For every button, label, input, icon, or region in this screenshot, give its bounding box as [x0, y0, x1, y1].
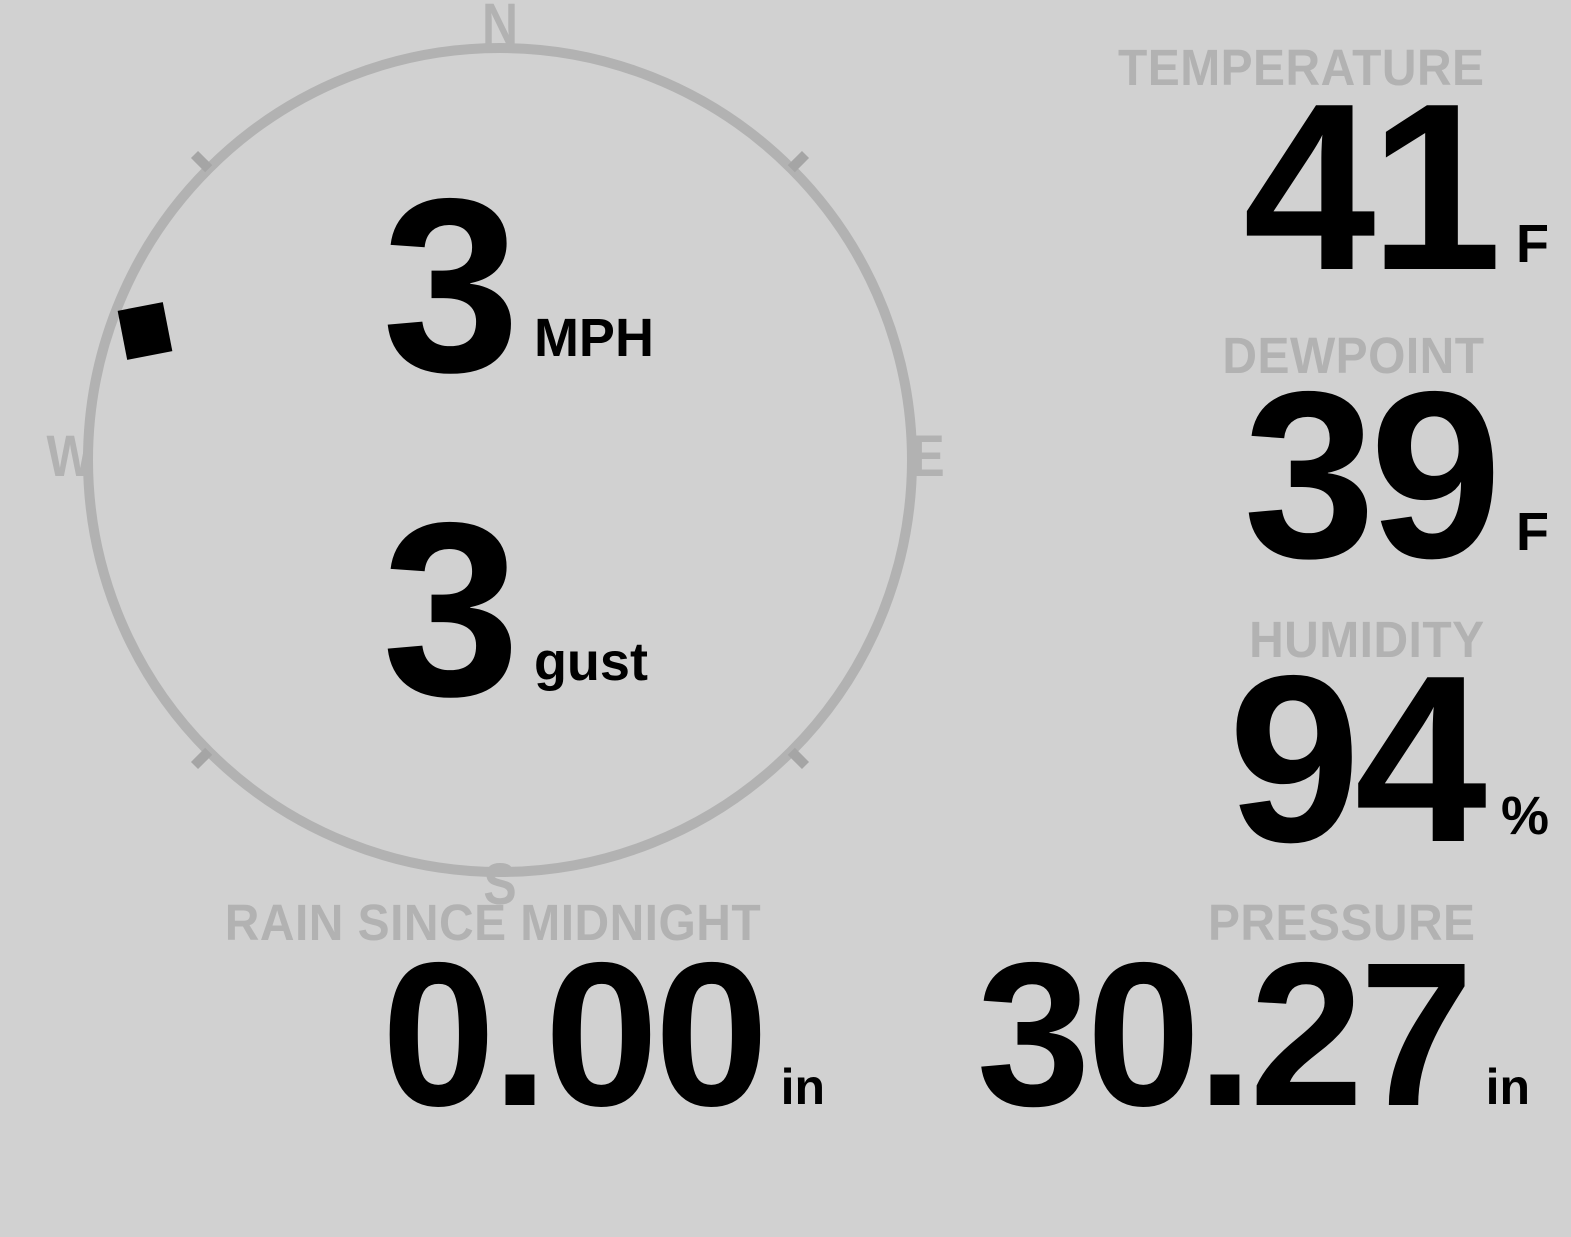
metric-pressure: PRESSURE 30.27 in: [830, 894, 1530, 1149]
metric-dewpoint: DEWPOINT 39 F: [1051, 327, 1571, 608]
wind-gust-value: 3: [382, 470, 520, 748]
metric-humidity-value: 94: [1228, 627, 1487, 892]
metric-rain-since-midnight: RAIN SINCE MIDNIGHT 0.00 in: [165, 894, 825, 1149]
compass-ring: [83, 43, 917, 877]
wind-gust-unit: gust: [533, 631, 648, 692]
compass-tick-se: [787, 747, 810, 770]
compass-tick-sw: [190, 747, 213, 770]
compass-label-east: E: [911, 424, 945, 489]
metric-humidity: HUMIDITY 94 %: [1051, 611, 1571, 892]
bottom-metric-row: RAIN SINCE MIDNIGHT 0.00 in PRESSURE 30.…: [0, 897, 1571, 1237]
metric-temperature-row: 41 F: [1051, 55, 1571, 320]
compass-circle: [83, 43, 917, 877]
metric-humidity-row: 94 %: [1051, 627, 1571, 892]
metric-pressure-row: 30.27 in: [830, 920, 1530, 1149]
metric-temperature-label: TEMPERATURE: [1118, 39, 1485, 96]
compass-ticks: [190, 150, 810, 770]
compass-label-north: N: [481, 0, 519, 57]
wind-speed-value: 3: [382, 146, 520, 424]
metric-rain-row: 0.00 in: [165, 920, 825, 1149]
metric-pressure-unit: in: [1485, 1059, 1530, 1116]
wind-gust-readout: 3 gust: [382, 470, 648, 748]
metric-rain-label: RAIN SINCE MIDNIGHT: [224, 894, 762, 951]
compass-label-west: W: [46, 424, 94, 489]
metric-stack: TEMPERATURE 41 F DEWPOINT 39 F HUMIDITY …: [1051, 0, 1571, 900]
metric-dewpoint-unit: F: [1516, 502, 1549, 563]
metric-dewpoint-value: 39: [1243, 343, 1502, 608]
wind-compass: N S W E 3 MPH 3 gust: [0, 0, 1000, 920]
metric-rain-unit: in: [780, 1059, 825, 1116]
metric-rain-value: 0.00: [381, 920, 769, 1149]
compass-tick-ne: [787, 150, 810, 173]
wind-direction-marker-icon: [117, 301, 173, 360]
compass-tick-nw: [190, 150, 213, 173]
metric-dewpoint-label: DEWPOINT: [1222, 327, 1485, 384]
metric-temperature: TEMPERATURE 41 F: [1051, 39, 1571, 320]
metric-dewpoint-row: 39 F: [1051, 343, 1571, 608]
metric-pressure-value: 30.27: [976, 920, 1474, 1149]
wind-speed-readout: 3 MPH: [382, 146, 654, 424]
metric-humidity-label: HUMIDITY: [1249, 611, 1485, 668]
metric-pressure-label: PRESSURE: [1207, 894, 1476, 951]
metric-temperature-value: 41: [1243, 55, 1502, 320]
wind-speed-unit: MPH: [533, 307, 654, 368]
metric-humidity-unit: %: [1500, 786, 1549, 847]
metric-temperature-unit: F: [1516, 214, 1549, 275]
compass-label-south: S: [483, 852, 517, 917]
